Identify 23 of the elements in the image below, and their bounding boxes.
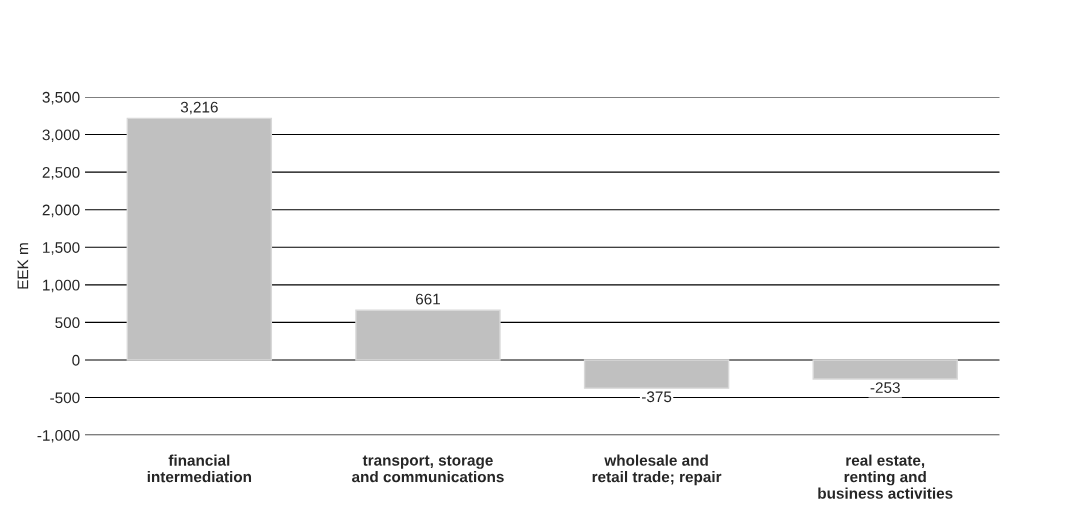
y-tick-label: 3,500	[42, 91, 80, 105]
y-tick-label: 2,500	[42, 167, 80, 180]
y-tick-label: -500	[50, 392, 80, 404]
bar	[812, 359, 958, 380]
bar	[583, 359, 730, 389]
y-tick-label: 3,000	[42, 129, 80, 143]
y-tick-label: 1,000	[43, 279, 80, 293]
data-label: 661	[415, 293, 440, 305]
y-tick-label: 0	[72, 354, 80, 366]
x-tick-label: financial intermediation	[147, 454, 252, 483]
y-tick-label: -1,000	[37, 430, 80, 443]
y-tick-label: 1,500	[43, 242, 80, 255]
bar	[126, 117, 273, 361]
bar	[355, 309, 501, 361]
x-tick-label: wholesale and retail trade; repair	[592, 454, 722, 486]
data-label: 3,216	[180, 101, 218, 115]
y-axis-title: EEK m	[17, 243, 29, 289]
data-label: -253	[870, 382, 900, 393]
y-tick-label: 500	[55, 317, 80, 329]
y-tick-label: 2,000	[42, 204, 80, 218]
x-tick-label: real estate, renting and business activities	[818, 454, 953, 499]
x-tick-label: transport, storage and communications	[352, 455, 504, 483]
data-label: -375	[641, 391, 672, 403]
